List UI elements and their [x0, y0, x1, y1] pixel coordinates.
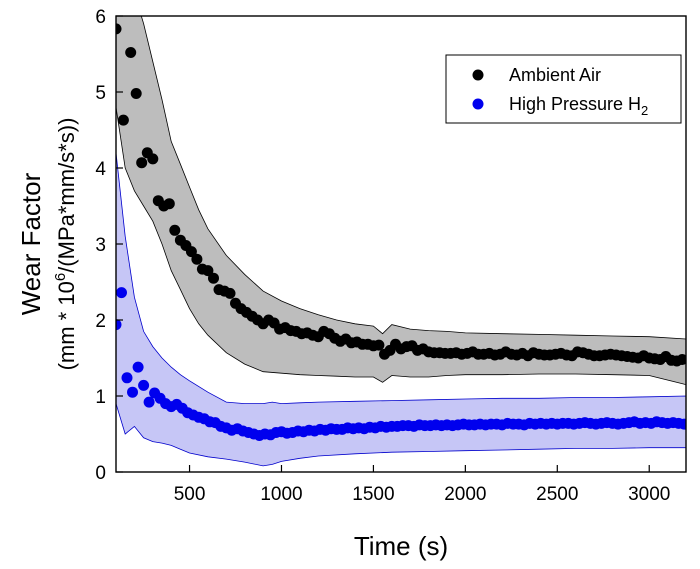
point-ambient-air — [136, 157, 148, 169]
point-ambient-air — [116, 23, 122, 35]
point-ambient-air — [125, 47, 137, 58]
legend-label-high-pressure-h2: High Pressure H2 — [509, 94, 648, 118]
point-ambient-air — [185, 246, 197, 258]
point-ambient-air — [117, 114, 129, 126]
point-high-pressure-h2 — [138, 379, 150, 391]
point-high-pressure-h2 — [121, 372, 133, 384]
legend-label-ambient-air: Ambient Air — [509, 65, 601, 85]
x-axis: 500 1000 1500 2000 2500 3000 — [174, 465, 670, 505]
point-high-pressure-h2 — [127, 386, 138, 398]
point-high-pressure-h2 — [678, 418, 686, 430]
y-tick-label: 2 — [95, 311, 106, 332]
legend: Ambient Air High Pressure H2 — [445, 54, 682, 124]
point-ambient-air — [130, 88, 142, 99]
point-high-pressure-h2 — [116, 287, 127, 299]
point-ambient-air — [169, 224, 181, 236]
y-tick-label: 4 — [95, 159, 106, 180]
legend-box — [445, 54, 682, 124]
y-tick-label: 3 — [95, 235, 106, 256]
point-ambient-air — [373, 339, 385, 351]
x-tick-label: 2000 — [444, 484, 486, 505]
band-high-pressure-h2 — [116, 152, 686, 467]
x-axis-label: Time (s) — [354, 531, 448, 561]
point-high-pressure-h2 — [116, 319, 122, 331]
point-ambient-air — [208, 272, 219, 284]
confidence-bands — [116, 16, 686, 467]
point-ambient-air — [163, 198, 175, 210]
point-high-pressure-h2 — [132, 361, 144, 373]
x-tick-label: 1000 — [260, 484, 302, 505]
legend-marker-high-pressure-h2 — [472, 98, 484, 110]
x-tick-label: 2500 — [536, 484, 578, 505]
x-tick-label: 1500 — [352, 484, 394, 505]
band-ambient-air — [116, 16, 686, 386]
y-tick-label: 1 — [95, 387, 106, 408]
point-ambient-air — [676, 354, 686, 365]
point-ambient-air — [147, 153, 159, 165]
point-ambient-air — [202, 265, 214, 277]
y-axis-label-line2: (mm * 106/(MPa*mm/s*s)) — [52, 118, 79, 371]
point-ambient-air — [224, 287, 236, 299]
legend-marker-ambient-air — [472, 69, 484, 81]
y-axis: 0 1 2 3 4 5 6 — [95, 7, 123, 484]
series-high-pressure-h2 — [116, 287, 686, 441]
series-ambient-air — [116, 23, 686, 367]
y-axis-label-line1: Wear Factor — [16, 172, 46, 315]
y-tick-label: 5 — [95, 83, 106, 104]
point-ambient-air — [191, 253, 203, 265]
y-tick-label: 6 — [95, 7, 106, 28]
x-tick-label: 3000 — [628, 484, 670, 505]
y-tick-label: 0 — [95, 463, 106, 484]
point-high-pressure-h2 — [143, 396, 155, 408]
data-points — [116, 23, 686, 441]
x-tick-label: 500 — [174, 484, 206, 505]
